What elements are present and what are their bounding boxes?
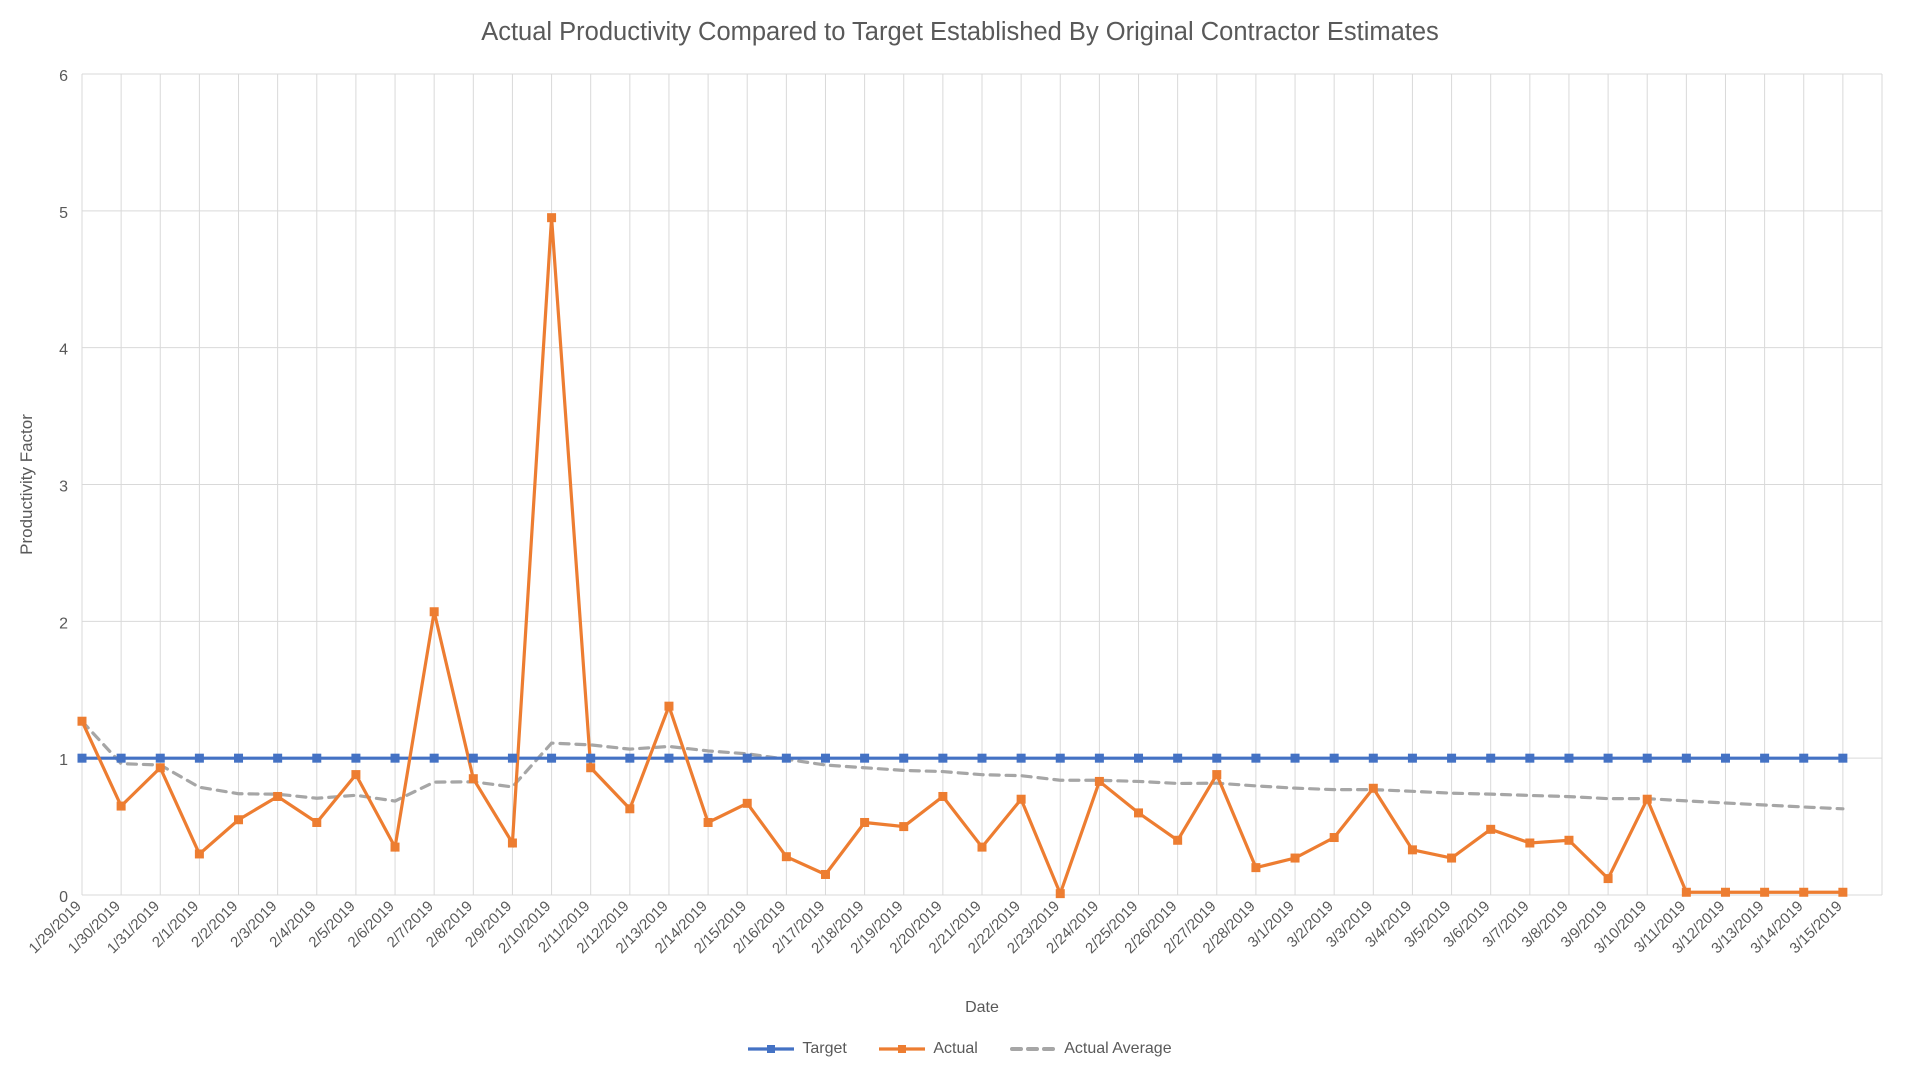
svg-text:Actual Productivity Compared t: Actual Productivity Compared to Target E… <box>481 18 1439 46</box>
svg-text:2: 2 <box>59 615 68 632</box>
svg-text:Date: Date <box>965 999 999 1016</box>
svg-text:1: 1 <box>59 752 68 769</box>
svg-text:4: 4 <box>59 342 68 359</box>
svg-text:Productivity Factor: Productivity Factor <box>17 414 36 555</box>
svg-text:6: 6 <box>59 68 68 85</box>
svg-text:5: 5 <box>59 205 68 222</box>
svg-text:3: 3 <box>59 479 68 496</box>
